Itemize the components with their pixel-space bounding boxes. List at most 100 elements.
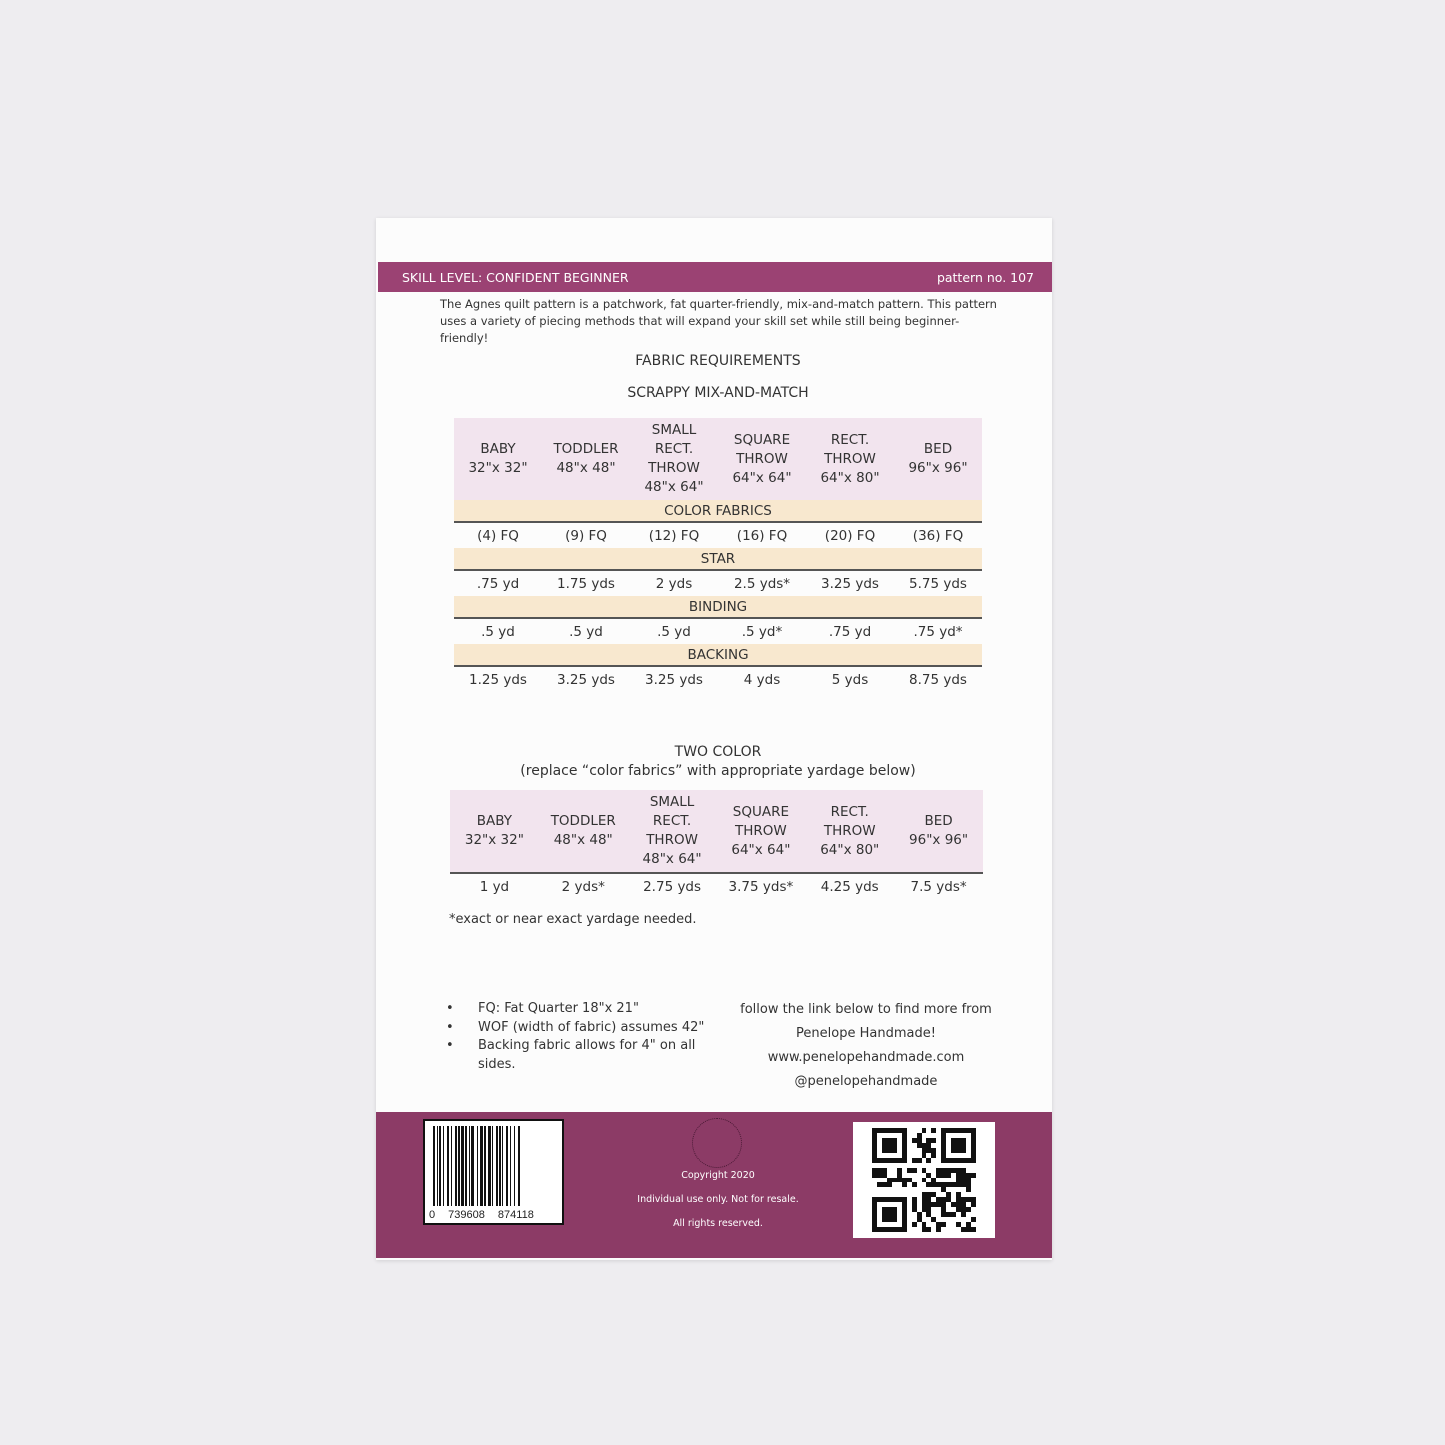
- qr-module: [896, 1197, 902, 1203]
- qr-module: [886, 1157, 892, 1163]
- qr-module: [906, 1217, 912, 1223]
- qr-module: [896, 1162, 902, 1168]
- qr-module: [876, 1128, 882, 1133]
- qr-module: [961, 1152, 967, 1158]
- qr-module: [921, 1192, 927, 1198]
- qr-module: [896, 1202, 902, 1208]
- qr-module: [946, 1217, 952, 1223]
- website-link[interactable]: www.penelopehandmade.com: [767, 1050, 965, 1065]
- qr-module: [921, 1187, 927, 1193]
- qr-module: [876, 1202, 882, 1208]
- qr-module: [916, 1172, 922, 1178]
- section-label: COLOR FABRICS: [454, 500, 982, 523]
- qr-module: [931, 1162, 937, 1168]
- column-header: BABY 32"x 32": [454, 418, 542, 500]
- qr-module: [921, 1227, 927, 1232]
- column-header: BABY 32"x 32": [450, 790, 539, 873]
- barcode-bar: [467, 1126, 469, 1206]
- qr-module: [906, 1222, 912, 1228]
- qr-module: [881, 1142, 887, 1148]
- qr-module: [931, 1142, 937, 1148]
- qr-module: [966, 1177, 972, 1183]
- qr-module: [872, 1187, 877, 1193]
- qr-module: [926, 1177, 932, 1183]
- qr-module: [936, 1212, 942, 1218]
- barcode-bar: [449, 1126, 451, 1206]
- qr-module: [876, 1192, 882, 1198]
- qr-module: [916, 1212, 922, 1218]
- qr-module: [906, 1152, 912, 1158]
- qr-module: [881, 1137, 887, 1143]
- qr-module: [941, 1182, 947, 1188]
- social-handle[interactable]: @penelopehandmade: [794, 1074, 938, 1089]
- qr-module: [941, 1187, 947, 1193]
- qr-module: [886, 1152, 892, 1158]
- qr-module: [941, 1192, 947, 1198]
- qr-module: [886, 1172, 892, 1178]
- qr-module: [936, 1197, 942, 1203]
- qr-module: [886, 1177, 892, 1183]
- value-cell: (4) FQ: [477, 527, 519, 544]
- qr-module: [896, 1128, 902, 1133]
- qr-module: [876, 1207, 882, 1213]
- qr-module: [926, 1147, 932, 1153]
- barcode-bar: [514, 1126, 515, 1206]
- barcode-bar: [433, 1126, 435, 1206]
- qr-module: [921, 1212, 927, 1218]
- barcode-bar: [491, 1126, 492, 1206]
- qr-module: [946, 1182, 952, 1188]
- qr-module: [911, 1182, 917, 1188]
- qr-module: [951, 1172, 957, 1178]
- qr-module: [921, 1202, 927, 1208]
- qr-module: [926, 1187, 932, 1193]
- qr-module: [966, 1142, 972, 1148]
- qr-module: [891, 1207, 897, 1213]
- qr-module: [961, 1128, 967, 1133]
- qr-module: [872, 1192, 877, 1198]
- two-color-title: TWO COLOR: [674, 744, 762, 760]
- barcode-bar: [484, 1126, 486, 1206]
- qr-module: [946, 1157, 952, 1163]
- qr-module: [956, 1152, 962, 1158]
- qr-module: [971, 1227, 976, 1232]
- qr-module: [946, 1128, 952, 1133]
- value-cell: 3.75 yds*: [728, 878, 794, 895]
- note-item: FQ: Fat Quarter 18"x 21": [446, 1000, 706, 1019]
- qr-module: [921, 1157, 927, 1163]
- qr-module: [906, 1207, 912, 1213]
- qr-module: [961, 1172, 967, 1178]
- qr-module: [872, 1132, 877, 1138]
- qr-module: [911, 1132, 917, 1138]
- qr-module: [891, 1172, 897, 1178]
- qr-module: [881, 1132, 887, 1138]
- qr-module: [906, 1137, 912, 1143]
- qr-module: [891, 1187, 897, 1193]
- qr-module: [926, 1182, 932, 1188]
- qr-module: [941, 1172, 947, 1178]
- qr-module: [936, 1162, 942, 1168]
- qr-module: [931, 1128, 937, 1133]
- barcode-bar: [444, 1126, 447, 1206]
- qr-module: [926, 1207, 932, 1213]
- qr-module: [876, 1187, 882, 1193]
- qr-module: [896, 1207, 902, 1213]
- qr-code[interactable]: [853, 1122, 995, 1238]
- section-band: BINDING: [454, 596, 982, 619]
- qr-module: [881, 1172, 887, 1178]
- qr-module: [916, 1132, 922, 1138]
- qr-module: [896, 1212, 902, 1218]
- value-row: 1.25 yds 3.25 yds 3.25 yds 4 yds 5 yds 8.75 y…: [454, 666, 982, 692]
- qr-module: [886, 1167, 892, 1173]
- value-row: 1 yd 2 yds* 2.75 yds 3.75 yds* 4.25 yds 7.5 y…: [450, 873, 983, 899]
- qr-module: [906, 1172, 912, 1178]
- qr-module: [891, 1132, 897, 1138]
- qr-module: [876, 1212, 882, 1218]
- qr-module: [971, 1207, 976, 1213]
- qr-module: [891, 1152, 897, 1158]
- qr-module: [961, 1177, 967, 1183]
- qr-module: [971, 1142, 976, 1148]
- qr-module: [926, 1152, 932, 1158]
- qr-module: [896, 1182, 902, 1188]
- qr-module: [881, 1167, 887, 1173]
- value-cell: 2 yds*: [561, 878, 605, 895]
